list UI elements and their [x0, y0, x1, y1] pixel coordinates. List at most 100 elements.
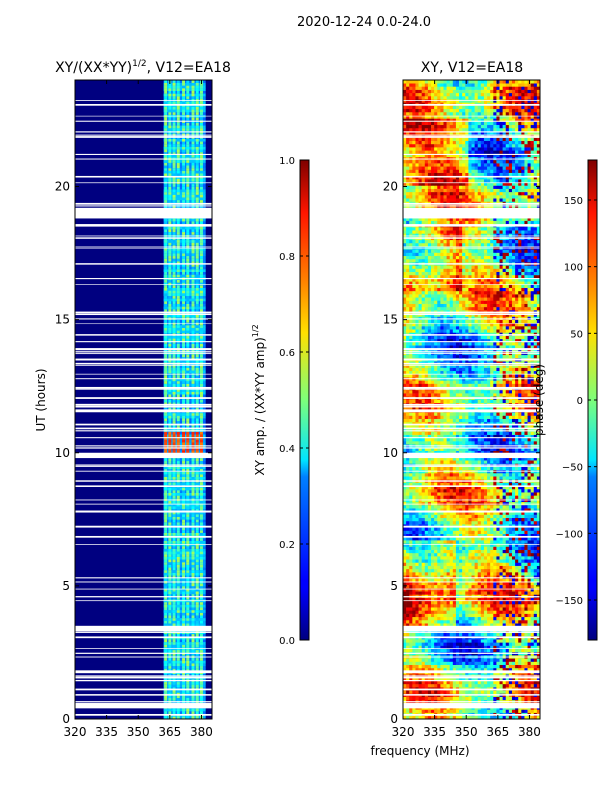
- phase-cell: [424, 568, 429, 573]
- amplitude-channel-cell: [172, 346, 176, 350]
- phase-cell: [431, 565, 435, 570]
- phase-cell: [499, 709, 503, 713]
- amplitude-channel-cell: [199, 604, 203, 608]
- amplitude-channel-cell: [176, 639, 180, 643]
- amplitude-channel-cell: [195, 167, 199, 171]
- amplitude-channel-cell: [176, 561, 180, 565]
- phase-cell: [518, 661, 522, 665]
- amplitude-channel-cell: [182, 279, 186, 283]
- phase-cell: [536, 629, 541, 634]
- amplitude-channel-cell: [199, 338, 203, 342]
- phase-cell: [459, 603, 463, 608]
- phase-cell: [474, 572, 479, 576]
- phase-cell: [502, 715, 507, 720]
- amplitude-channel-cell: [182, 668, 186, 672]
- amplitude-channel-cell: [195, 285, 199, 288]
- phase-cell: [477, 588, 482, 592]
- phase-cell: [474, 648, 479, 653]
- phase-cell: [452, 607, 457, 611]
- phase-cell: [508, 683, 513, 688]
- amplitude-channel-cell: [172, 436, 176, 440]
- amplitude-channel-cell: [168, 633, 172, 637]
- phase-cell: [440, 552, 444, 557]
- amplitude-channel-cell: [191, 346, 195, 350]
- phase-cell: [530, 683, 535, 688]
- amplitude-channel-cell: [195, 159, 199, 163]
- phase-cell: [465, 549, 469, 554]
- amplitude-channel-cell: [186, 106, 190, 110]
- phase-cell: [459, 581, 463, 586]
- phase-cell: [449, 603, 454, 608]
- phase-cell: [496, 645, 500, 650]
- phase-cell: [533, 677, 538, 681]
- phase-cell: [533, 603, 538, 608]
- flagged-gap: [75, 246, 212, 248]
- amplitude-channel-cell: [168, 191, 172, 195]
- amplitude-channel-cell: [195, 266, 199, 270]
- amplitude-channel-cell: [164, 146, 168, 150]
- phase-cell: [424, 549, 429, 554]
- phase-cell: [403, 584, 407, 589]
- phase-cell: [468, 588, 472, 592]
- amplitude-channel-cell: [164, 564, 168, 568]
- phase-cell: [505, 642, 510, 646]
- amplitude-channel-cell: [186, 93, 190, 97]
- phase-cell: [474, 696, 479, 701]
- phase-cell: [490, 543, 494, 547]
- phase-cell: [511, 683, 516, 688]
- phase-cell: [468, 584, 472, 589]
- amplitude-channel-cell: [195, 263, 199, 267]
- phase-cell: [455, 584, 460, 589]
- phase-cell: [505, 597, 510, 602]
- y-tick-label: 0: [62, 712, 70, 726]
- amplitude-channel-cell: [164, 596, 168, 600]
- amplitude-channel-cell: [199, 85, 203, 89]
- phase-cell: [477, 552, 482, 557]
- phase-cell: [427, 658, 432, 662]
- amplitude-channel-cell: [182, 482, 186, 485]
- amplitude-channel-cell: [182, 351, 186, 355]
- flagged-gap: [75, 403, 212, 406]
- phase-cell: [434, 642, 438, 646]
- amplitude-channel-cell: [176, 285, 180, 288]
- phase-cell: [505, 543, 510, 547]
- phase-cell: [412, 648, 416, 653]
- amplitude-channel-cell: [191, 407, 195, 411]
- amplitude-channel-cell: [182, 138, 186, 142]
- amplitude-channel-cell: [191, 239, 195, 243]
- phase-cell: [446, 600, 451, 605]
- phase-cell: [502, 565, 507, 570]
- phase-cell: [459, 667, 463, 672]
- amplitude-channel-cell: [195, 436, 199, 440]
- flagged-gap: [75, 480, 212, 482]
- phase-cell: [524, 549, 528, 554]
- amplitude-channel-cell: [195, 609, 199, 613]
- amplitude-channel-cell: [186, 205, 190, 209]
- phase-cell: [462, 543, 466, 547]
- amplitude-channel-cell: [191, 711, 195, 714]
- amplitude-channel-cell: [199, 575, 203, 579]
- phase-cell: [409, 552, 413, 557]
- amplitude-channel-cell: [195, 370, 199, 374]
- phase-cell: [403, 658, 407, 662]
- amplitude-channel-cell: [168, 173, 172, 177]
- colorbar-tick-label: 1.0: [279, 156, 295, 167]
- flagged-gap: [75, 364, 212, 366]
- amplitude-channel-cell: [199, 247, 203, 251]
- phase-cell: [446, 584, 451, 589]
- amplitude-channel-cell: [164, 588, 168, 592]
- amplitude-channel-cell: [172, 506, 176, 509]
- phase-cell: [518, 629, 522, 634]
- amplitude-channel-cell: [186, 170, 190, 174]
- phase-cell: [443, 648, 447, 653]
- phase-cell: [468, 565, 472, 570]
- phase-cell: [418, 578, 422, 582]
- phase-cell: [409, 556, 413, 560]
- phase-cell: [521, 664, 525, 669]
- phase-cell: [418, 645, 422, 650]
- phase-cell: [490, 607, 494, 611]
- phase-cell: [412, 632, 416, 637]
- phase-cell: [462, 603, 466, 608]
- flagged-gap: [75, 656, 212, 658]
- phase-cell: [515, 588, 519, 592]
